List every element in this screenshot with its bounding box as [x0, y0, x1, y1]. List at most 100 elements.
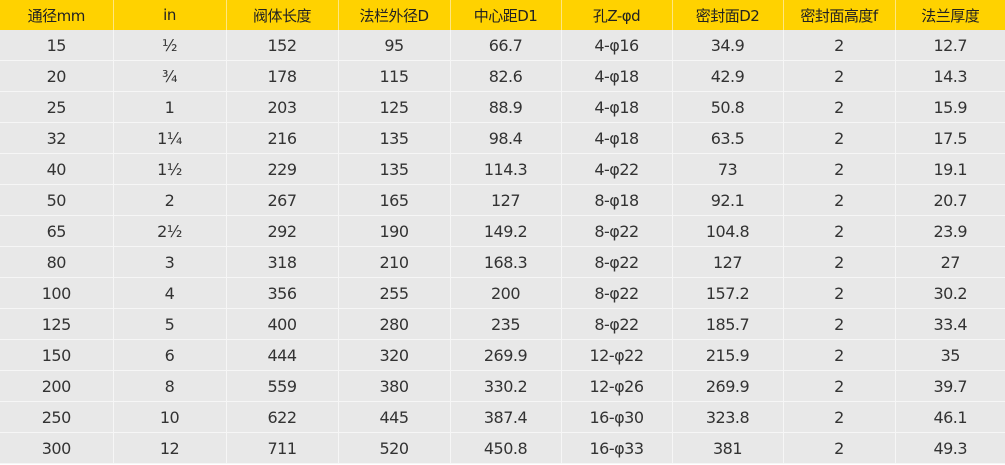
table-cell: 2: [783, 30, 896, 61]
column-header: 孔Z-φd: [561, 0, 673, 30]
table-cell: 3: [113, 246, 227, 278]
table-row: 32 1¼ 216 135 98.4 4-φ18 63.5 2 17.5: [0, 122, 1005, 154]
table-cell: 42.9: [672, 60, 784, 92]
table-cell: 49.3: [895, 432, 1005, 464]
table-cell: 4-φ18: [561, 122, 673, 154]
table-cell: 1: [113, 91, 227, 123]
table-cell: 40: [0, 153, 114, 185]
table-cell: 82.6: [450, 60, 562, 92]
table-cell: 2: [783, 277, 896, 309]
table-cell: 2: [783, 308, 896, 340]
table-cell: 2: [783, 215, 896, 247]
table-cell: 6: [113, 339, 227, 371]
table-cell: 190: [338, 215, 451, 247]
table-cell: 135: [338, 122, 451, 154]
table-cell: 12-φ26: [561, 370, 673, 402]
table-cell: 203: [226, 91, 339, 123]
column-header: 法兰厚度: [895, 0, 1005, 30]
table-cell: 356: [226, 277, 339, 309]
table-cell: 250: [0, 401, 114, 433]
table-cell: ½: [113, 30, 227, 61]
table-row: 50 2 267 165 127 8-φ18 92.1 2 20.7: [0, 184, 1005, 216]
table-cell: 39.7: [895, 370, 1005, 402]
table-cell: 98.4: [450, 122, 562, 154]
table-cell: 50: [0, 184, 114, 216]
table-cell: 65: [0, 215, 114, 247]
table-row: 100 4 356 255 200 8-φ22 157.2 2 30.2: [0, 277, 1005, 309]
table-cell: 10: [113, 401, 227, 433]
column-header: in: [113, 0, 227, 30]
table-cell: 229: [226, 153, 339, 185]
table-cell: 269.9: [450, 339, 562, 371]
table-cell: 30.2: [895, 277, 1005, 309]
table-cell: 520: [338, 432, 451, 464]
table-cell: 559: [226, 370, 339, 402]
table-cell: 8-φ22: [561, 308, 673, 340]
table-cell: 46.1: [895, 401, 1005, 433]
table-cell: 445: [338, 401, 451, 433]
table-cell: 381: [672, 432, 784, 464]
table-cell: 14.3: [895, 60, 1005, 92]
table-cell: 125: [0, 308, 114, 340]
table-cell: 15: [0, 30, 114, 61]
table-cell: 269.9: [672, 370, 784, 402]
table-cell: 92.1: [672, 184, 784, 216]
table-cell: 5: [113, 308, 227, 340]
table-cell: 16-φ30: [561, 401, 673, 433]
table-cell: 622: [226, 401, 339, 433]
table-cell: 318: [226, 246, 339, 278]
table-cell: 114.3: [450, 153, 562, 185]
table-cell: 2: [783, 339, 896, 371]
table-cell: ¾: [113, 60, 227, 92]
table-cell: 125: [338, 91, 451, 123]
table-cell: 20.7: [895, 184, 1005, 216]
table-cell: 157.2: [672, 277, 784, 309]
table-cell: 380: [338, 370, 451, 402]
table-cell: 267: [226, 184, 339, 216]
table-cell: 2: [783, 60, 896, 92]
table-cell: 80: [0, 246, 114, 278]
table-cell: 73: [672, 153, 784, 185]
table-row: 15 ½ 152 95 66.7 4-φ16 34.9 2 12.7: [0, 30, 1005, 61]
table-cell: 1¼: [113, 122, 227, 154]
table-cell: 17.5: [895, 122, 1005, 154]
table-row: 40 1½ 229 135 114.3 4-φ22 73 2 19.1: [0, 153, 1005, 185]
table-cell: 150: [0, 339, 114, 371]
table-cell: 4-φ18: [561, 91, 673, 123]
table-cell: 165: [338, 184, 451, 216]
table-cell: 292: [226, 215, 339, 247]
table-cell: 178: [226, 60, 339, 92]
table-cell: 2: [783, 122, 896, 154]
table-cell: 280: [338, 308, 451, 340]
table-cell: 63.5: [672, 122, 784, 154]
table-cell: 66.7: [450, 30, 562, 61]
table-row: 20 ¾ 178 115 82.6 4-φ18 42.9 2 14.3: [0, 60, 1005, 92]
table-cell: 2: [783, 184, 896, 216]
table-row: 25 1 203 125 88.9 4-φ18 50.8 2 15.9: [0, 91, 1005, 123]
table-cell: 320: [338, 339, 451, 371]
table-cell: 185.7: [672, 308, 784, 340]
table-cell: 104.8: [672, 215, 784, 247]
header-row: 通径mm in 阀体长度 法栏外径D 中心距D1 孔Z-φd 密封面D2 密封面高度f 法兰厚度: [0, 0, 1005, 30]
table-cell: 19.1: [895, 153, 1005, 185]
table-cell: 127: [672, 246, 784, 278]
table-cell: 4-φ22: [561, 153, 673, 185]
table-row: 65 2½ 292 190 149.2 8-φ22 104.8 2 23.9: [0, 215, 1005, 247]
table-cell: 15.9: [895, 91, 1005, 123]
table-cell: 323.8: [672, 401, 784, 433]
table-cell: 387.4: [450, 401, 562, 433]
column-header: 密封面高度f: [783, 0, 896, 30]
table-row: 300 12 711 520 450.8 16-φ33 381 2 49.3: [0, 432, 1005, 464]
table-cell: 255: [338, 277, 451, 309]
table-cell: 33.4: [895, 308, 1005, 340]
table-cell: 8-φ18: [561, 184, 673, 216]
table-cell: 200: [450, 277, 562, 309]
table-cell: 330.2: [450, 370, 562, 402]
table-cell: 2: [783, 401, 896, 433]
table-cell: 12.7: [895, 30, 1005, 61]
table-cell: 88.9: [450, 91, 562, 123]
table-row: 150 6 444 320 269.9 12-φ22 215.9 2 35: [0, 339, 1005, 371]
table-cell: 135: [338, 153, 451, 185]
table-cell: 168.3: [450, 246, 562, 278]
